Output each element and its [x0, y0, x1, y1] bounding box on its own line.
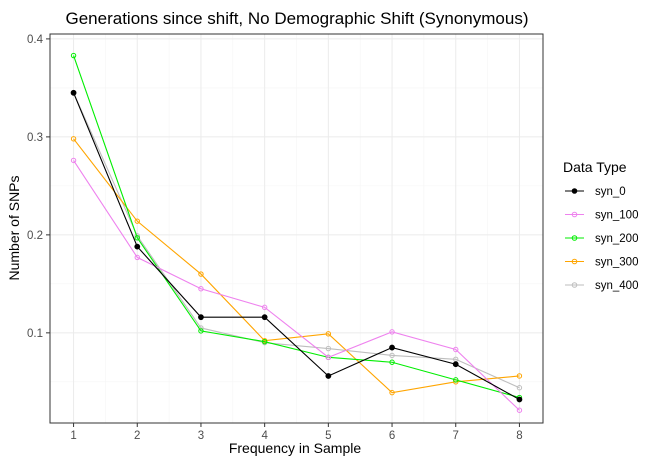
- y-tick-label: 0.4: [27, 34, 44, 46]
- data-point: [325, 373, 332, 379]
- data-point: [198, 271, 204, 277]
- x-axis-title: Frequency in Sample: [229, 440, 362, 456]
- y-axis-title: Number of SNPs: [6, 175, 22, 280]
- series-line: [73, 55, 520, 399]
- data-point: [389, 359, 395, 365]
- x-tick-label: 7: [453, 430, 459, 442]
- data-point: [325, 331, 332, 337]
- panel-border: [49, 33, 544, 424]
- x-tick-label: 4: [261, 430, 268, 442]
- data-point: [198, 328, 204, 334]
- series-line: [73, 92, 520, 400]
- data-point: [452, 361, 459, 368]
- data-point: [389, 344, 395, 351]
- grid-minor: [50, 34, 543, 423]
- grid-major: [50, 34, 543, 423]
- legend-key-point: [571, 258, 578, 265]
- series-syn_300: [70, 136, 523, 396]
- legend-label: syn_0: [595, 186, 626, 198]
- data-point: [70, 157, 77, 164]
- series-syn_100: [70, 157, 523, 413]
- y-tick-label: 0.1: [27, 328, 43, 340]
- series-line: [73, 138, 520, 394]
- data-point: [389, 352, 395, 359]
- series-syn_0: [70, 89, 523, 403]
- data-point: [261, 304, 268, 311]
- data-point: [70, 52, 77, 59]
- chart-title: Generations since shift, No Demographic …: [66, 9, 529, 28]
- data-point: [453, 346, 459, 353]
- data-point: [134, 243, 141, 250]
- data-point: [134, 218, 140, 224]
- legend-label: syn_200: [595, 233, 638, 245]
- y-tick-label: 0.2: [27, 230, 43, 242]
- y-tick-label: 0.3: [27, 132, 43, 144]
- data-point: [389, 389, 395, 396]
- series-line: [73, 92, 520, 389]
- x-tick-label: 5: [325, 430, 331, 442]
- data-point: [516, 385, 523, 391]
- series-syn_200: [70, 52, 523, 401]
- legend-key-point: [571, 188, 578, 194]
- x-tick-label: 6: [389, 430, 395, 442]
- legend-label: syn_400: [595, 280, 638, 292]
- legend-item-syn_400: syn_400: [565, 280, 638, 292]
- x-tick-label: 2: [134, 430, 140, 442]
- data-point: [325, 354, 332, 361]
- legend-key-point: [571, 235, 578, 241]
- legend-key-point: [571, 282, 578, 288]
- data-point: [325, 345, 332, 352]
- x-tick-label: 8: [516, 430, 522, 442]
- data-point: [516, 396, 523, 403]
- data-point: [70, 89, 77, 96]
- data-point: [516, 373, 523, 379]
- legend-key-point: [571, 211, 578, 218]
- data-point: [389, 329, 395, 335]
- legend-item-syn_200: syn_200: [565, 233, 638, 245]
- legend-title: Data Type: [563, 159, 627, 175]
- legend-item-syn_300: syn_300: [565, 257, 638, 269]
- data-point: [516, 407, 523, 413]
- legend-label: syn_100: [595, 210, 638, 222]
- legend: Data Type syn_0 syn_100 syn_200 syn_300 syn_…: [563, 159, 638, 292]
- data-point: [261, 338, 268, 345]
- data-point: [198, 314, 204, 321]
- data-point: [134, 254, 140, 261]
- x-tick-label: 3: [198, 430, 204, 442]
- series-line: [73, 160, 520, 411]
- x-tick-label: 1: [70, 430, 76, 442]
- series-layer: [70, 52, 523, 413]
- x-axis: 1 2 3 4 5 6 7 8: [70, 423, 523, 442]
- legend-item-syn_100: syn_100: [565, 210, 638, 222]
- data-point: [261, 314, 268, 321]
- legend-label: syn_300: [595, 257, 638, 269]
- data-point: [134, 235, 140, 241]
- y-axis: 0.1 0.2 0.3 0.4: [27, 34, 50, 340]
- data-point: [453, 377, 459, 383]
- legend-item-syn_0: syn_0: [565, 186, 626, 198]
- data-point: [198, 286, 204, 292]
- data-point: [70, 136, 77, 142]
